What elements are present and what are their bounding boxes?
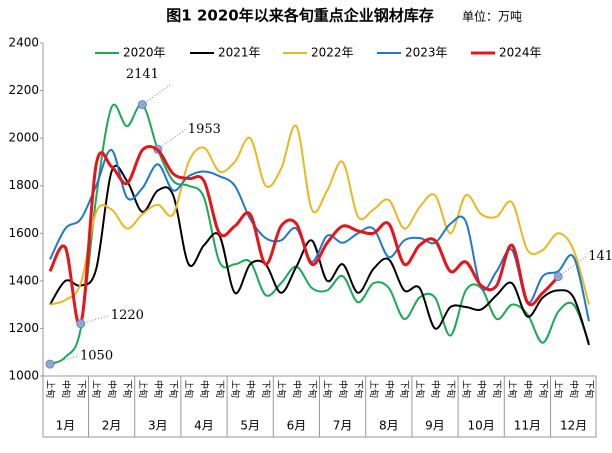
x-tick-label: 下旬 (584, 380, 596, 398)
month-label: 7月 (333, 419, 353, 433)
x-tick-label: 中旬 (568, 380, 580, 398)
x-tick-label: 中旬 (522, 380, 534, 398)
x-tick-label: 上旬 (183, 380, 195, 398)
y-tick-label: 1800 (8, 178, 39, 192)
annotation: 1418 (588, 249, 612, 264)
series-line (49, 103, 590, 366)
month-label: 9月 (425, 419, 445, 433)
x-tick-label: 下旬 (445, 380, 457, 398)
x-tick-label: 上旬 (322, 380, 334, 398)
y-tick-label: 1200 (8, 321, 39, 335)
y-tick-label: 1600 (8, 226, 39, 240)
x-tick-label: 下旬 (306, 380, 318, 398)
y-tick-label: 2400 (8, 36, 39, 50)
month-label: 3月 (148, 419, 168, 433)
x-tick-label: 下旬 (260, 380, 272, 398)
legend-label: 2024年 (499, 46, 542, 60)
x-tick-label: 中旬 (291, 380, 303, 398)
series-line (49, 164, 590, 346)
annotation: 1953 (188, 122, 221, 137)
x-tick-label: 中旬 (383, 380, 395, 398)
x-tick-label: 下旬 (491, 380, 503, 398)
legend-label: 2022年 (311, 46, 354, 60)
x-tick-label: 下旬 (168, 380, 180, 398)
x-tick-label: 下旬 (537, 380, 549, 398)
x-tick-label: 上旬 (553, 380, 565, 398)
x-tick-label: 上旬 (45, 380, 57, 398)
x-tick-label: 下旬 (75, 380, 87, 398)
x-tick-label: 中旬 (245, 380, 257, 398)
x-tick-label: 上旬 (91, 380, 103, 398)
leader-line (157, 128, 187, 150)
x-tick-label: 中旬 (337, 380, 349, 398)
x-tick-label: 下旬 (399, 380, 411, 398)
x-tick-label: 中旬 (199, 380, 211, 398)
month-label: 1月 (56, 419, 76, 433)
month-label: 2月 (102, 419, 122, 433)
series-line (49, 124, 590, 306)
y-tick-label: 2200 (8, 83, 39, 97)
month-label: 10月 (468, 419, 495, 433)
month-label: 12月 (560, 419, 587, 433)
x-tick-label: 中旬 (430, 380, 442, 398)
annotation: 1220 (111, 308, 144, 323)
leader-line (80, 315, 109, 325)
x-tick-label: 下旬 (353, 380, 365, 398)
legend-label: 2021年 (218, 46, 261, 60)
y-tick-label: 2000 (8, 131, 39, 145)
month-label: 11月 (514, 419, 541, 433)
series-line (49, 149, 590, 322)
leader-line (49, 355, 79, 365)
legend-label: 2023年 (405, 46, 448, 60)
x-tick-label: 中旬 (106, 380, 118, 398)
annotation: 1050 (80, 349, 113, 364)
y-tick-label: 1000 (8, 369, 39, 383)
x-tick-label: 上旬 (368, 380, 380, 398)
legend-label: 2020年 (123, 46, 166, 60)
month-label: 6月 (287, 419, 307, 433)
x-tick-label: 中旬 (476, 380, 488, 398)
month-label: 8月 (379, 419, 399, 433)
leader-line (142, 84, 171, 106)
chart-subtitle: 单位：万吨 (462, 9, 522, 24)
x-tick-label: 下旬 (214, 380, 226, 398)
series-line (48, 144, 560, 327)
annotation: 2141 (126, 67, 159, 82)
x-tick-label: 上旬 (414, 380, 426, 398)
x-tick-label: 上旬 (229, 380, 241, 398)
x-tick-label: 中旬 (152, 380, 164, 398)
month-label: 4月 (194, 419, 214, 433)
x-tick-label: 上旬 (276, 380, 288, 398)
x-tick-label: 上旬 (460, 380, 472, 398)
x-tick-label: 上旬 (507, 380, 519, 398)
chart-title: 图1 2020年以来各旬重点企业钢材库存 (166, 7, 433, 25)
month-label: 5月 (240, 419, 260, 433)
x-tick-label: 中旬 (60, 380, 72, 398)
x-tick-label: 下旬 (122, 380, 134, 398)
x-tick-label: 上旬 (137, 380, 149, 398)
y-tick-label: 1400 (8, 273, 39, 287)
